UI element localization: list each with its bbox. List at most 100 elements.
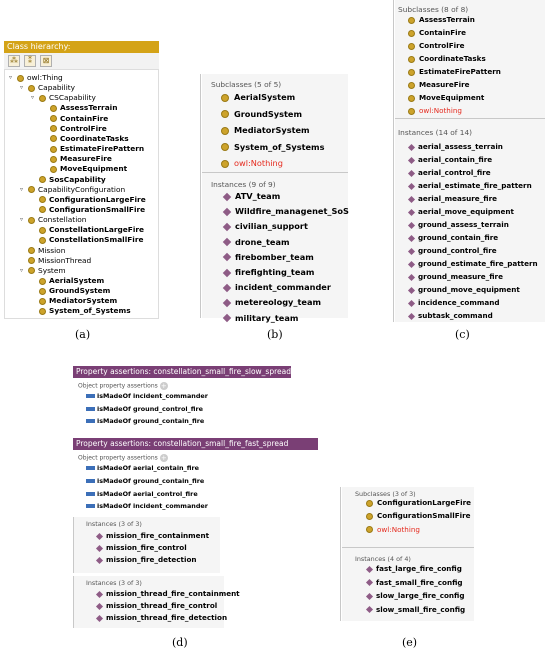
subclass-item[interactable]: ControlFire	[408, 40, 465, 51]
subclass-item[interactable]: EstimateFirePattern	[408, 66, 501, 77]
tree-item-label: SosCapability	[49, 174, 106, 184]
instance-item[interactable]: mission_thread_fire_containment	[95, 588, 240, 599]
instance-item[interactable]: fast_small_fire_config	[365, 577, 463, 588]
instance-item[interactable]: civilian_support	[222, 220, 308, 232]
instance-item[interactable]: mission_thread_fire_control	[95, 600, 218, 611]
subclass-item[interactable]: System_of_Systems	[221, 141, 324, 153]
add-sibling-icon[interactable]: ⁑	[24, 55, 36, 67]
subclass-item[interactable]: owl:Nothing	[221, 157, 283, 169]
add-icon[interactable]: +	[159, 382, 168, 390]
tree-item[interactable]: ▿ CapabilityConfiguration	[20, 185, 125, 195]
assertion-row[interactable]: isMadeOf aerial_control_fire	[86, 489, 198, 499]
tree-item[interactable]: ConstellationSmallFire	[31, 235, 143, 245]
add-icon[interactable]: +	[159, 454, 168, 462]
subclass-label: EstimateFirePattern	[419, 67, 501, 76]
subclass-item[interactable]: MediatorSystem	[221, 124, 310, 136]
subclass-item[interactable]: CoordinateTasks	[408, 53, 486, 64]
instance-item[interactable]: ground_measure_fire	[407, 271, 503, 282]
tree-item[interactable]: System_of_Systems	[31, 306, 131, 316]
tree-item[interactable]: ConfigurationSmallFire	[31, 205, 145, 215]
tree-item[interactable]: SosCapability	[31, 175, 106, 185]
class-icon	[50, 115, 57, 123]
subclass-item[interactable]: owl:Nothing	[366, 524, 420, 535]
subclass-item[interactable]: ConfigurationLargeFire	[366, 497, 471, 508]
caption-c: (c)	[455, 328, 470, 341]
tree-item[interactable]: ▿ owl:Thing	[9, 73, 63, 83]
instance-item[interactable]: metereology_team	[222, 296, 321, 308]
tree-item[interactable]: GroundSystem	[31, 286, 110, 296]
subclass-item[interactable]: MoveEquipment	[408, 92, 484, 103]
subclass-item[interactable]: ConfigurationSmallFire	[366, 510, 471, 521]
subclass-item[interactable]: ContainFire	[408, 27, 466, 38]
tree-item[interactable]: ▿ Capability	[20, 83, 75, 93]
class-icon	[39, 297, 46, 305]
assertion-row[interactable]: isMadeOf incident_commander	[86, 391, 208, 401]
instance-item[interactable]: military_team	[222, 312, 298, 324]
tree-item[interactable]: ▿ System	[20, 266, 66, 276]
instance-item[interactable]: slow_small_fire_config	[365, 604, 465, 615]
class-icon	[50, 165, 57, 173]
tree-item[interactable]: ConfigurationLargeFire	[31, 195, 146, 205]
instance-item[interactable]: ground_move_equipment	[407, 284, 520, 295]
instance-item[interactable]: ground_control_fire	[407, 245, 497, 256]
tree-item[interactable]: ▿ Constellation	[20, 215, 86, 225]
instance-item[interactable]: ground_assess_terrain	[407, 219, 509, 230]
instance-item[interactable]: fast_large_fire_config	[365, 563, 462, 574]
instance-item[interactable]: aerial_contain_fire	[407, 154, 492, 165]
assertion-row[interactable]: isMadeOf incident_commander	[86, 501, 208, 511]
class-icon	[39, 196, 46, 204]
instance-item[interactable]: aerial_assess_terrain	[407, 141, 503, 152]
instance-item[interactable]: ATV_team	[222, 190, 280, 202]
individual-icon	[407, 286, 416, 294]
instance-item[interactable]: aerial_estimate_fire_pattern	[407, 180, 532, 191]
instance-item[interactable]: aerial_move_equipment	[407, 206, 514, 217]
instance-item[interactable]: incident_commander	[222, 281, 331, 293]
tree-item[interactable]: CoordinateTasks	[42, 134, 129, 144]
instance-item[interactable]: drone_team	[222, 236, 290, 248]
delete-class-icon[interactable]: ⊠	[40, 55, 52, 67]
instance-item[interactable]: aerial_measure_fire	[407, 193, 497, 204]
tree-item[interactable]: MediatorSystem	[31, 296, 117, 306]
instance-item[interactable]: aerial_control_fire	[407, 167, 491, 178]
tree-item[interactable]: Mission	[20, 246, 65, 256]
instance-item[interactable]: ground_contain_fire	[407, 232, 498, 243]
instance-item[interactable]: firebomber_team	[222, 251, 314, 263]
tree-item[interactable]: ContainFire	[42, 114, 108, 124]
assertion-row[interactable]: isMadeOf aerial_contain_fire	[86, 463, 199, 473]
instance-item[interactable]: mission_fire_containment	[95, 530, 209, 541]
subclass-item[interactable]: owl:Nothing	[408, 105, 462, 116]
instance-item[interactable]: firefighting_team	[222, 266, 314, 278]
tree-item[interactable]: ControlFire	[42, 124, 107, 134]
add-subclass-icon[interactable]: ⁂	[8, 55, 20, 67]
instance-item[interactable]: mission_fire_detection	[95, 554, 197, 565]
individual-icon	[222, 222, 232, 232]
tree-item[interactable]: MeasureFire	[42, 154, 112, 164]
instance-item[interactable]: mission_fire_control	[95, 542, 187, 553]
instance-label: fast_small_fire_config	[376, 577, 463, 587]
tree-item[interactable]: MoveEquipment	[42, 164, 127, 174]
instance-item[interactable]: incidence_command	[407, 297, 500, 308]
assertion-row[interactable]: isMadeOf ground_control_fire	[86, 404, 203, 414]
class-tree: ▿ owl:Thing ▿ Capability ▿ CSCapability Assess…	[4, 69, 159, 319]
instance-item[interactable]: subtask_command	[407, 310, 493, 321]
tree-item[interactable]: EstimateFirePattern	[42, 144, 144, 154]
instance-item[interactable]: mission_thread_fire_detection	[95, 612, 227, 623]
tree-item[interactable]: AssessTerrain	[42, 103, 117, 113]
instance-item[interactable]: ground_estimate_fire_pattern	[407, 258, 538, 269]
tree-item[interactable]: ▿ CSCapability	[31, 93, 96, 103]
instance-item[interactable]: slow_large_fire_config	[365, 590, 465, 601]
tree-item[interactable]: AerialSystem	[31, 276, 104, 286]
subclass-item[interactable]: AerialSystem	[221, 91, 295, 103]
tree-item[interactable]: ConstellationLargeFire	[31, 225, 144, 235]
property-value: incident_commander	[133, 502, 208, 511]
tree-item[interactable]: MissionThread	[20, 256, 91, 266]
subclass-item[interactable]: MeasureFire	[408, 79, 470, 90]
subclass-item[interactable]: AssessTerrain	[408, 14, 475, 25]
individual-icon	[407, 312, 416, 320]
instance-label: incidence_command	[418, 298, 500, 307]
instance-label: mission_thread_fire_control	[106, 601, 218, 610]
assertion-row[interactable]: isMadeOf ground_contain_fire	[86, 476, 204, 486]
subclass-item[interactable]: GroundSystem	[221, 108, 302, 120]
instance-item[interactable]: Wildfire_managenet_SoS	[222, 205, 349, 217]
assertion-row[interactable]: isMadeOf ground_contain_fire	[86, 416, 204, 426]
